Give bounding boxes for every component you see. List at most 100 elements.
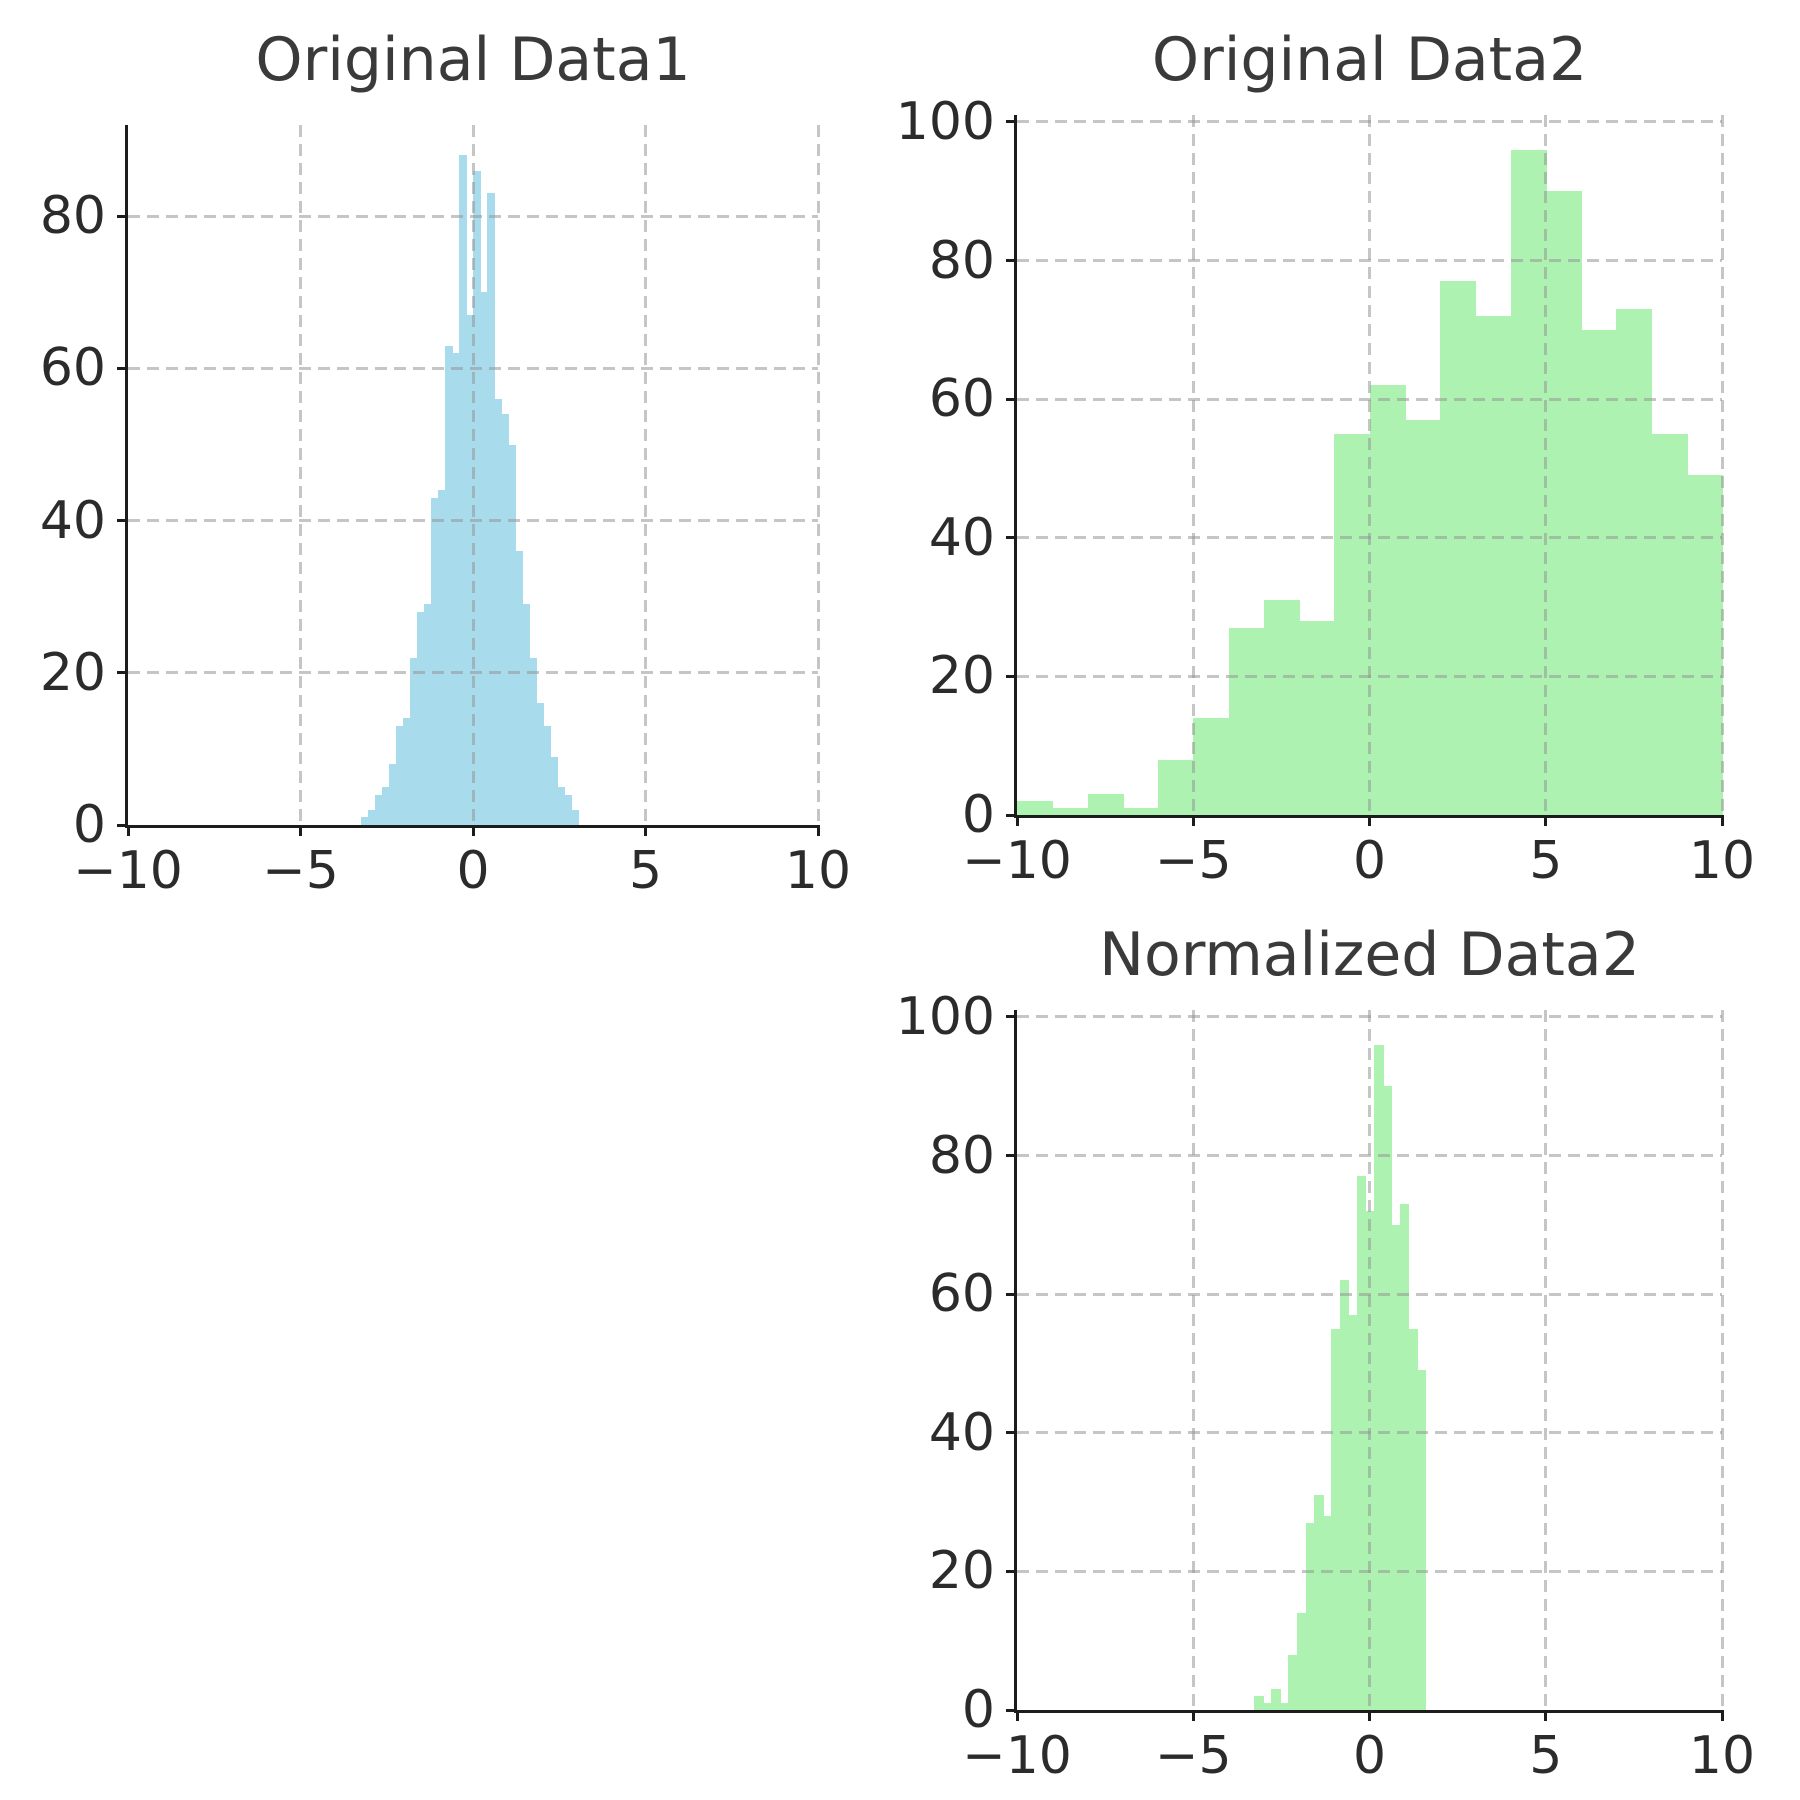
x-axis-tick-label: −5 [1154, 831, 1232, 891]
histogram-bar [1369, 385, 1406, 815]
histogram-bar [1331, 1328, 1341, 1710]
y-axis-tick-label: 20 [928, 646, 995, 707]
histogram-bar [1228, 627, 1265, 815]
gridline-vertical [471, 125, 475, 825]
x-axis-tick [816, 825, 820, 836]
gridline-vertical [1368, 1010, 1371, 1710]
histogram-bar [1348, 1314, 1358, 1710]
x-axis-tick-label: 0 [1352, 1726, 1387, 1786]
x-axis-tick-label: 5 [628, 841, 663, 901]
gridline-vertical [1720, 1010, 1724, 1710]
y-axis-tick [117, 823, 128, 827]
x-axis-tick-label: 5 [1529, 1726, 1563, 1786]
x-axis-tick [126, 825, 130, 836]
histogram-bar [1052, 808, 1089, 815]
histogram-bar [1193, 717, 1230, 815]
histogram-bar [500, 414, 509, 825]
x-axis-tick-label: 0 [1352, 831, 1387, 891]
histogram-bar [1254, 1696, 1264, 1710]
histogram-bar [1686, 475, 1723, 815]
histogram-bar [465, 315, 474, 825]
y-axis-tick-label: 80 [928, 1125, 995, 1186]
x-axis-tick-label: −10 [73, 841, 183, 901]
histogram-bar [1440, 281, 1477, 815]
histogram-bar [374, 794, 383, 825]
histogram-bar [549, 756, 558, 825]
y-axis-tick [1006, 259, 1017, 263]
y-axis-tick [1006, 1569, 1017, 1573]
x-axis-tick [1191, 815, 1195, 826]
plot-title-original-data1: Original Data1 [255, 25, 691, 95]
histogram-axes-original-data2: −10 −5 0 5 10 0 20 40 60 80 100 [896, 96, 1755, 887]
x-axis-tick [1368, 815, 1371, 826]
x-axis-tick [1720, 1710, 1724, 1721]
histogram-bar [493, 398, 502, 825]
histogram-bar [570, 809, 579, 825]
histogram-bar [388, 764, 397, 825]
x-axis-tick [299, 825, 302, 836]
histogram-bar [556, 786, 565, 825]
histogram-bar [444, 345, 453, 825]
x-axis-tick [471, 825, 475, 836]
y-axis-tick-label: 0 [961, 785, 995, 845]
histogram-bar [1510, 149, 1547, 815]
histogram-axes-normalized-data2: −10 −5 0 5 10 0 20 40 60 80 100 [896, 991, 1755, 1782]
y-axis-tick [1006, 1154, 1017, 1158]
y-axis-spine [1014, 1010, 1017, 1713]
histogram-bar [1408, 1328, 1418, 1710]
plot-title-normalized-data2: Normalized Data2 [1099, 920, 1640, 990]
histogram-bar [1416, 1370, 1427, 1710]
y-axis-spine [125, 125, 128, 828]
histogram-bar [528, 657, 537, 825]
gridline-vertical [1368, 115, 1371, 815]
histogram-bar [402, 718, 411, 825]
histogram-bar [486, 193, 495, 825]
histogram-bar [1297, 1612, 1307, 1710]
y-axis-tick-label: 20 [928, 1541, 995, 1602]
histogram-bar [1391, 1224, 1401, 1710]
histogram-bar [430, 497, 439, 825]
histogram-bar [395, 726, 404, 825]
histogram-bar [1322, 1515, 1333, 1710]
y-axis-tick [1006, 1015, 1017, 1019]
y-axis-tick-label: 60 [928, 369, 995, 430]
x-axis-tick-label: 10 [1688, 831, 1756, 891]
y-axis-tick-label: 40 [928, 507, 995, 568]
y-axis-tick-label: 0 [961, 1680, 995, 1740]
histogram-bar [451, 353, 460, 825]
histogram-bar [1545, 191, 1582, 815]
y-axis-tick [1006, 813, 1017, 817]
histogram-bar [1399, 1204, 1410, 1710]
x-axis-tick [644, 825, 647, 836]
x-axis-tick-label: −10 [962, 1726, 1072, 1786]
y-axis-tick [117, 214, 128, 218]
y-axis-tick-label: 100 [895, 986, 995, 1047]
y-axis-tick [117, 366, 128, 370]
gridline-vertical [1720, 115, 1724, 815]
x-axis-tick-label: 10 [1688, 1726, 1756, 1786]
histogram-bar [1374, 1044, 1384, 1710]
histogram-bar [1262, 1703, 1273, 1710]
histogram-bar [1404, 419, 1441, 815]
gridline-vertical [1544, 1010, 1548, 1710]
x-axis-tick [1191, 1710, 1195, 1721]
histogram-bar [437, 490, 446, 825]
gridline-vertical [1191, 1010, 1195, 1710]
histogram-bar [1651, 433, 1688, 815]
y-axis-tick [1006, 1431, 1017, 1435]
y-axis-spine [1014, 115, 1017, 818]
x-axis-tick [1720, 815, 1724, 826]
plot-title-original-data2: Original Data2 [1151, 25, 1588, 95]
histogram-bar [1305, 1522, 1315, 1710]
y-axis-tick-label: 40 [928, 1402, 995, 1463]
histogram-bar [1288, 1654, 1298, 1710]
histogram-bar [1616, 309, 1653, 815]
histogram-bar [409, 657, 418, 825]
y-axis-tick [1006, 1292, 1017, 1296]
histogram-bar [1299, 620, 1336, 815]
histogram-bar [1339, 1280, 1350, 1710]
histogram-bar [1279, 1703, 1290, 1710]
histogram-bar [542, 726, 551, 825]
histogram-bar [1271, 1689, 1281, 1710]
histogram-bar [563, 794, 572, 825]
